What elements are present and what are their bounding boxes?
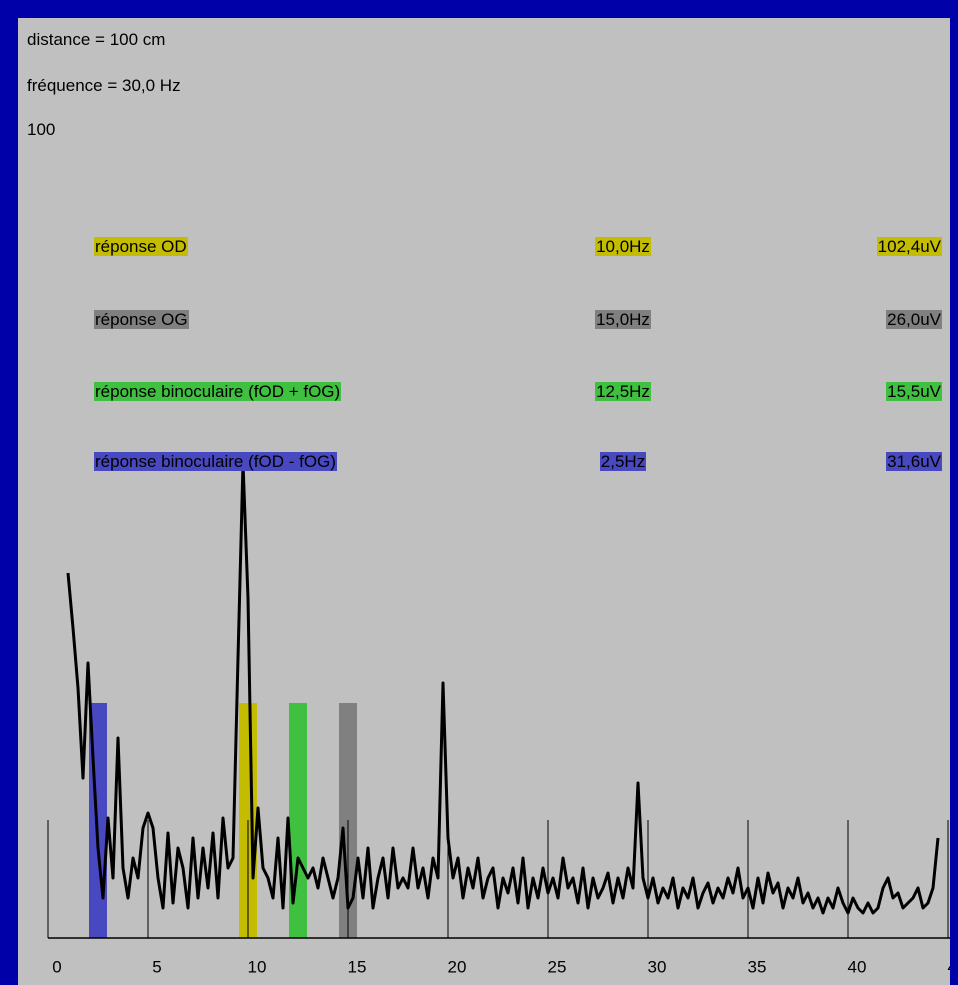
- spectrum-chart: 0 5 10 15 20 25 30 35 40 45: [47, 461, 950, 976]
- response-amplitude: 102,4uV: [876, 237, 942, 256]
- response-frequency: 2,5Hz: [599, 452, 647, 471]
- response-frequency: 10,0Hz: [595, 237, 651, 256]
- x-tick-label: 10: [248, 957, 267, 976]
- distance: distance = 100 cm: [27, 30, 166, 49]
- x-tick-label: 30: [648, 957, 667, 976]
- x-tick-label: 0: [52, 957, 61, 976]
- response-frequency: 12,5Hz: [595, 382, 651, 401]
- response-label: réponse binoculaire (fOD - fOG): [94, 452, 337, 471]
- x-tick-label: 45: [948, 957, 950, 976]
- panel: 0 5 10 15 20 25 30 35 40 45 distance = 100 cm fré…: [18, 18, 950, 985]
- frequency-bar: [289, 703, 307, 938]
- response-amplitude: 31,6uV: [886, 452, 942, 471]
- response-label: réponse OG: [94, 310, 189, 329]
- x-tick-label: 35: [748, 957, 767, 976]
- frequency: fréquence = 30,0 Hz: [27, 76, 181, 95]
- x-tick-label: 40: [848, 957, 867, 976]
- response-frequency: 15,0Hz: [595, 310, 651, 329]
- response-amplitude: 26,0uV: [886, 310, 942, 329]
- x-tick-label: 5: [152, 957, 161, 976]
- scale: 100: [27, 120, 56, 139]
- x-tick-label: 25: [548, 957, 567, 976]
- x-tick-label: 20: [448, 957, 467, 976]
- response-amplitude: 15,5uV: [886, 382, 942, 401]
- response-label: réponse binoculaire (fOD + fOG): [94, 382, 342, 401]
- x-tick-label: 15: [348, 957, 367, 976]
- response-label: réponse OD: [94, 237, 188, 256]
- spectrum-line: [66, 461, 940, 915]
